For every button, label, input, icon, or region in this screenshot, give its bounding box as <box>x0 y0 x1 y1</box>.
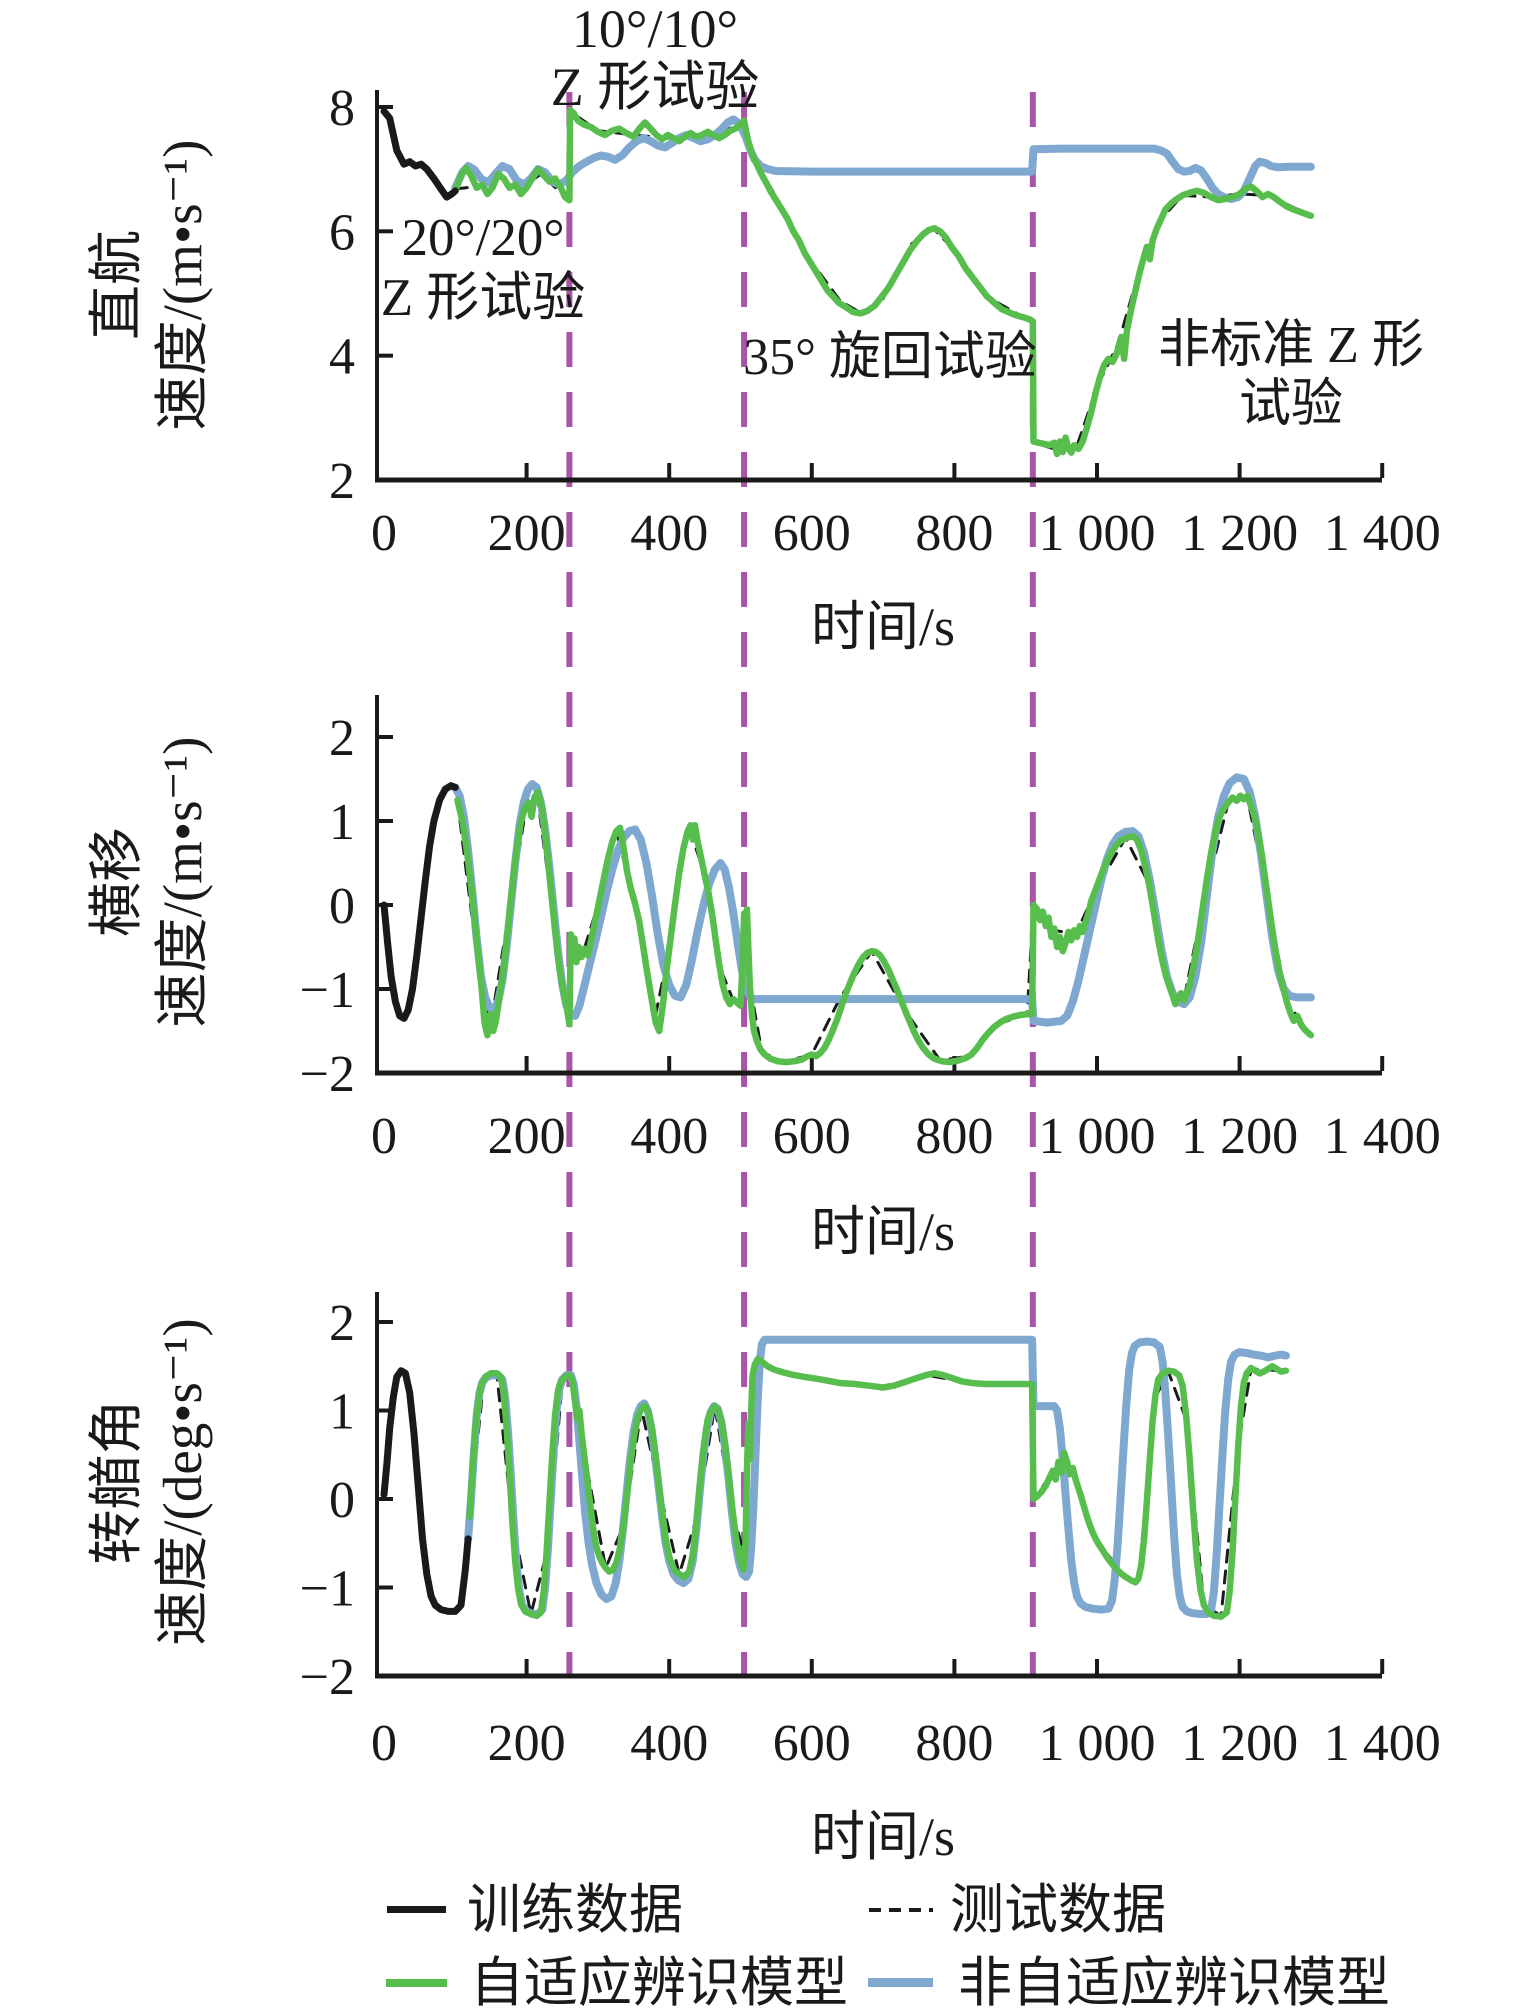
x-tick-label: 600 <box>773 505 851 562</box>
y-axis-label-surge-line2: 速度/(m•s⁻¹) <box>152 139 213 431</box>
series-nonadaptive-path <box>451 115 1315 203</box>
y-axis-label-yaw-line1: 转艏角 <box>86 1399 147 1565</box>
x-tick-label: 1 200 <box>1181 1715 1298 1772</box>
annotation-zigzag-20-line1: 20°/20° <box>401 209 565 267</box>
y-tick-label: 4 <box>329 329 355 386</box>
y-tick-label: 0 <box>329 878 355 935</box>
y-axis-label-sway: 横移 速度/(m•s⁻¹) <box>85 582 215 1182</box>
y-axis-label-surge-line1: 直航 <box>86 230 147 341</box>
annotation-nonstandard-z-line1: 非标准 Z 形 <box>1158 317 1424 374</box>
annotation-zigzag-20-line2: Z 形试验 <box>380 269 586 327</box>
y-tick-label: 2 <box>329 1295 355 1352</box>
series-train-path <box>380 107 459 201</box>
annotation-zigzag-10-line1: 10°/10° <box>571 0 739 59</box>
legend-label-test: 测试数据 <box>950 1880 1166 1940</box>
series-adaptive-path <box>452 106 1315 458</box>
x-tick-label: 600 <box>773 1715 851 1772</box>
x-tick-label: 1 400 <box>1324 1108 1441 1165</box>
x-tick-label: 1 400 <box>1324 505 1441 562</box>
x-tick-label: 1 000 <box>1039 1715 1156 1772</box>
y-tick-label: −1 <box>300 1561 355 1618</box>
x-axis-label-2: 时间/s <box>810 1202 956 1262</box>
y-tick-label: 2 <box>329 710 355 767</box>
x-tick-label: 1 200 <box>1181 505 1298 562</box>
x-tick-label: 800 <box>915 505 993 562</box>
x-tick-label: 600 <box>773 1108 851 1165</box>
legend-label-nonadaptive: 非自适应辨识模型 <box>958 1953 1390 2013</box>
x-tick-label: 1 200 <box>1181 1108 1298 1165</box>
y-axis-label-sway-line1: 横移 <box>86 827 147 938</box>
x-tick-label: 1 400 <box>1324 1715 1441 1772</box>
series-adaptive-path <box>466 1355 1290 1620</box>
legend-label-train: 训练数据 <box>467 1880 683 1940</box>
x-axis-label-1: 时间/s <box>810 597 956 657</box>
annotation-zigzag-20: 20°/20° Z 形试验 <box>283 208 683 328</box>
x-tick-label: 400 <box>630 1715 708 1772</box>
x-tick-label: 200 <box>488 1715 566 1772</box>
series-train-path <box>380 1367 472 1615</box>
legend-swatch-test <box>869 1908 933 1912</box>
x-tick-label: 0 <box>371 1108 397 1165</box>
legend-swatch-adaptive <box>386 1979 447 1987</box>
x-tick-label: 400 <box>630 505 708 562</box>
x-tick-label: 1 000 <box>1039 505 1156 562</box>
y-tick-label: 2 <box>329 453 355 510</box>
x-tick-label: 1 000 <box>1039 1108 1156 1165</box>
y-tick-label: −2 <box>300 1046 355 1103</box>
series-nonadaptive-path <box>451 773 1315 1027</box>
legend-swatch-nonadaptive <box>868 1978 933 1987</box>
x-tick-label: 0 <box>371 505 397 562</box>
y-axis-label-yaw-line2: 速度/(deg•s⁻¹) <box>152 1318 213 1646</box>
x-tick-label: 800 <box>915 1715 993 1772</box>
legend-label-adaptive: 自适应辨识模型 <box>470 1953 848 2013</box>
x-tick-label: 200 <box>488 505 566 562</box>
y-axis-label-yaw: 转艏角 速度/(deg•s⁻¹) <box>85 1182 215 1782</box>
y-tick-label: 0 <box>329 1472 355 1529</box>
y-tick-label: 8 <box>329 80 355 137</box>
y-axis-label-sway-line2: 速度/(m•s⁻¹) <box>152 736 213 1028</box>
annotation-nonstandard-z-line2: 试验 <box>1238 376 1343 433</box>
annotation-turning-35: 35° 旋回试验 <box>743 329 1037 386</box>
series-train-path <box>380 782 459 1022</box>
x-axis-label-3: 时间/s <box>810 1807 956 1867</box>
series-adaptive-path <box>454 788 1315 1066</box>
series-test-path <box>455 794 1313 1064</box>
annotation-nonstandard-z: 非标准 Z 形 试验 <box>1031 316 1535 434</box>
x-tick-label: 400 <box>630 1108 708 1165</box>
annotation-zigzag-10-line2: Z 形试验 <box>550 57 760 117</box>
y-tick-label: 6 <box>329 204 355 261</box>
y-tick-label: −2 <box>300 1649 355 1706</box>
y-tick-label: −1 <box>300 962 355 1019</box>
series-nonadaptive-path <box>464 1335 1290 1618</box>
x-tick-label: 0 <box>371 1715 397 1772</box>
legend-swatch-train <box>387 1906 446 1913</box>
annotation-zigzag-10: 10°/10° Z 形试验 <box>405 0 905 116</box>
y-axis-label-surge: 直航 速度/(m•s⁻¹) <box>85 0 215 585</box>
y-tick-label: 1 <box>329 794 355 851</box>
x-tick-label: 200 <box>488 1108 566 1165</box>
x-tick-label: 800 <box>915 1108 993 1165</box>
y-tick-label: 1 <box>329 1384 355 1441</box>
